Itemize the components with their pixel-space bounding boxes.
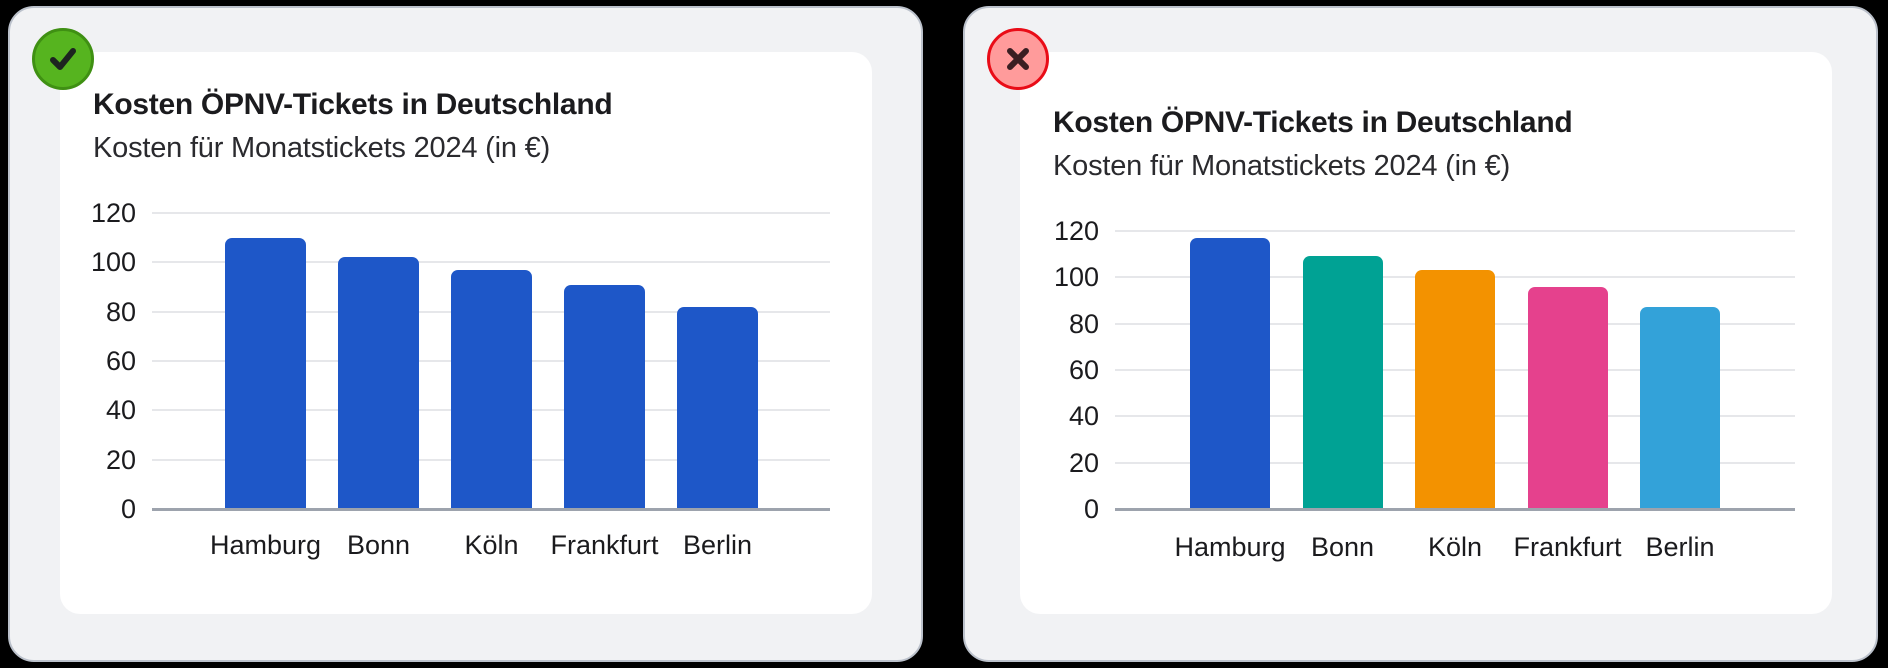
y-tick-label: 0 (1083, 494, 1099, 524)
bar-hamburg (1190, 237, 1270, 509)
bar-hamburg (225, 237, 306, 509)
y-tick-label: 100 (1053, 262, 1099, 293)
bar-berlin (1640, 307, 1720, 509)
x-category-label: Frankfurt (550, 530, 659, 560)
bar-köln (451, 269, 532, 509)
y-tick-label: 60 (105, 346, 136, 376)
bad-example-panel: Kosten ÖPNV-Tickets in Deutschland Koste… (963, 6, 1878, 662)
bar-köln (1415, 270, 1495, 509)
x-axis-line (1115, 508, 1795, 511)
x-icon (1007, 48, 1029, 70)
bar-berlin (677, 306, 758, 509)
chart-subtitle: Kosten für Monatstickets 2024 (in €) (93, 132, 551, 164)
bar-chart-bad: 0 20 40 60 80 100 120 Hamburg Bonn Köln Frankfurt B… (1020, 52, 1832, 614)
chart-title: Kosten ÖPNV-Tickets in Deutschland (93, 88, 613, 121)
chart-subtitle: Kosten für Monatstickets 2024 (in €) (1053, 150, 1511, 182)
y-tick-label: 20 (105, 444, 136, 475)
x-icon-stroke (1007, 48, 1029, 70)
bar-frankfurt (564, 284, 645, 509)
x-category-label: Frankfurt (1513, 532, 1622, 562)
y-tick-label: 80 (1068, 308, 1099, 339)
check-icon-stroke (50, 48, 76, 70)
chart-card-good: Kosten ÖPNV-Tickets in Deutschland Koste… (60, 52, 872, 614)
gridline (1115, 230, 1795, 232)
gridline (152, 212, 830, 214)
y-tick-label: 60 (1068, 355, 1099, 385)
bar-chart-good: 0 20 40 60 80 100 120 Hamburg Bonn Köln Frankfurt B… (60, 52, 872, 614)
x-category-label: Bonn (346, 530, 411, 560)
chart-card-bad: Kosten ÖPNV-Tickets in Deutschland Koste… (1020, 52, 1832, 614)
x-axis-line (152, 508, 830, 511)
y-tick-label: 40 (105, 395, 136, 426)
y-tick-label: 100 (90, 247, 136, 278)
x-category-label: Berlin (1645, 532, 1715, 562)
x-category-label: Bonn (1310, 532, 1375, 562)
y-tick-label: 120 (1053, 216, 1099, 246)
x-badge (987, 28, 1049, 90)
y-tick-label: 40 (1068, 401, 1099, 432)
y-tick-label: 20 (1068, 447, 1099, 478)
x-category-label: Berlin (682, 530, 753, 560)
x-category-label: Hamburg (209, 530, 322, 560)
gridline (152, 261, 830, 264)
bar-bonn (1302, 256, 1383, 509)
good-example-panel: Kosten ÖPNV-Tickets in Deutschland Koste… (8, 6, 923, 662)
bar-frankfurt (1527, 286, 1608, 509)
y-tick-label: 80 (105, 296, 136, 327)
bar-bonn (338, 257, 419, 509)
chart-title: Kosten ÖPNV-Tickets in Deutschland (1053, 106, 1573, 139)
check-icon (50, 48, 76, 70)
check-badge (32, 28, 94, 90)
x-category-label: Hamburg (1174, 532, 1286, 562)
y-tick-label: 120 (90, 198, 136, 228)
y-tick-label: 0 (120, 494, 136, 524)
x-category-label: Köln (464, 530, 519, 560)
x-category-label: Köln (1427, 532, 1483, 562)
